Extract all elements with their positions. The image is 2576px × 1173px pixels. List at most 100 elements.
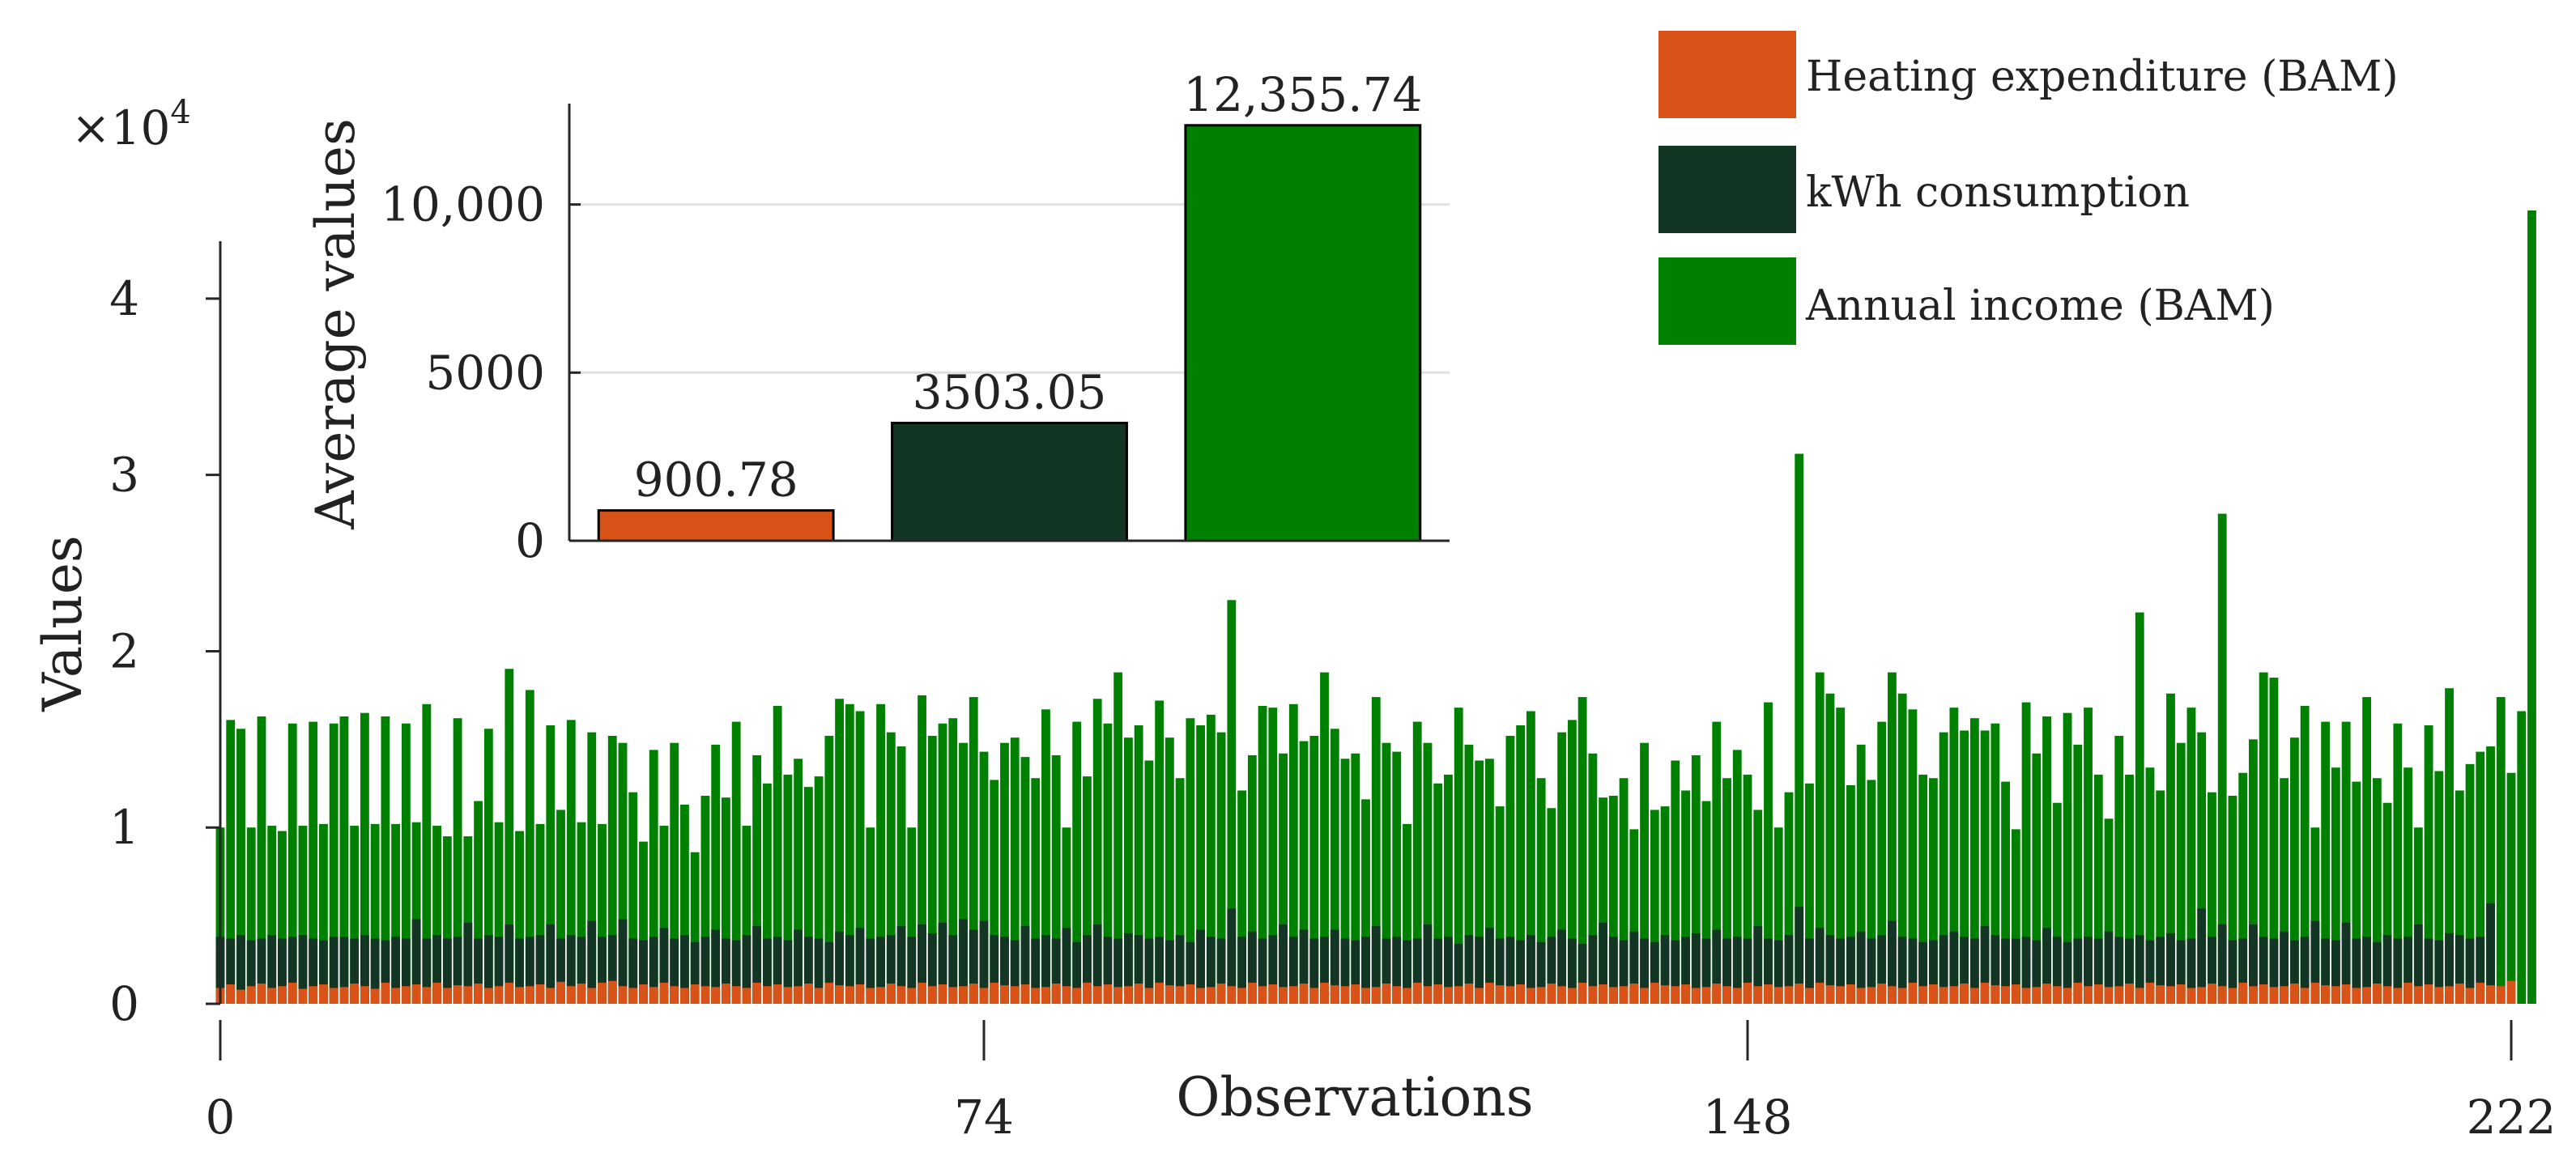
- bar: [1660, 935, 1670, 1004]
- bar: [1216, 983, 1226, 1004]
- bar: [226, 938, 236, 1004]
- bar: [1608, 796, 1618, 1004]
- bar: [2445, 933, 2454, 1004]
- bar: [927, 986, 937, 1004]
- bar: [2269, 987, 2279, 1004]
- bar: [350, 983, 360, 1004]
- bar: [1722, 938, 1731, 1004]
- bar: [2125, 938, 2134, 1004]
- bar: [1464, 744, 1474, 1004]
- bar: [1072, 941, 1082, 1004]
- bar: [938, 984, 947, 1004]
- bar: [2527, 210, 2536, 1004]
- bar: [1382, 742, 1391, 1004]
- bar: [432, 935, 442, 1004]
- bar: [2104, 987, 2114, 1004]
- bar: [824, 941, 834, 1004]
- bar: [474, 983, 483, 1004]
- bar: [690, 941, 700, 1004]
- bar: [2382, 935, 2392, 1004]
- bar: [598, 823, 607, 1004]
- bar: [535, 935, 545, 1004]
- bar: [2114, 735, 2124, 1004]
- bar: [598, 982, 607, 1004]
- inset-chart: 900.78 3503.05 12,355.74 0 5000 10,000 Avera…: [304, 67, 1450, 568]
- bar: [2321, 721, 2331, 1004]
- bar: [381, 982, 390, 1004]
- bar: [1928, 984, 1938, 1004]
- bar: [1330, 929, 1339, 1004]
- bar: [1237, 988, 1246, 1004]
- main-bars: [215, 210, 2536, 1004]
- bar: [1701, 987, 1711, 1004]
- bar: [690, 984, 700, 1004]
- bar: [1371, 697, 1381, 1004]
- bar: [1051, 983, 1061, 1004]
- bar: [2445, 986, 2454, 1004]
- legend-swatch-income: [1658, 257, 1796, 345]
- bar: [1247, 754, 1257, 1004]
- bar: [1650, 810, 1659, 1004]
- bar: [1031, 988, 1041, 1004]
- bar: [1123, 986, 1133, 1004]
- bar: [381, 940, 390, 1004]
- bar: [907, 988, 917, 1004]
- bar: [927, 735, 937, 1004]
- bar: [1732, 988, 1742, 1004]
- bar: [1464, 983, 1474, 1004]
- bar: [607, 935, 617, 1004]
- bar: [1041, 709, 1050, 1004]
- bar: [2310, 920, 2320, 1004]
- bar: [2434, 771, 2444, 1004]
- bar: [298, 826, 308, 1004]
- bar: [309, 986, 318, 1004]
- bar: [1640, 742, 1649, 1004]
- bar: [1237, 790, 1246, 1004]
- bar: [1433, 984, 1443, 1004]
- bar: [876, 937, 885, 1004]
- bar: [1877, 721, 1887, 1004]
- bar: [1340, 986, 1350, 1004]
- y-tick-label: 0: [109, 976, 139, 1031]
- main-y-axis-title: Values: [32, 535, 94, 712]
- bar: [2166, 986, 2175, 1004]
- bar: [1268, 935, 1278, 1004]
- bar: [505, 924, 514, 1004]
- bar: [2238, 982, 2248, 1004]
- bar: [959, 742, 968, 1004]
- bar: [1877, 935, 1887, 1004]
- bar: [1939, 935, 1948, 1004]
- bar: [866, 938, 875, 1004]
- bar: [422, 987, 432, 1004]
- bar: [2011, 829, 2020, 1004]
- bar: [1722, 986, 1731, 1004]
- bar: [1547, 983, 1556, 1004]
- bar: [1495, 806, 1505, 1004]
- bar: [1010, 940, 1020, 1004]
- bar: [1671, 986, 1680, 1004]
- bar: [794, 986, 803, 1004]
- bar: [483, 988, 493, 1004]
- bar: [1557, 929, 1567, 1004]
- bar: [1764, 984, 1773, 1004]
- bar: [298, 988, 308, 1004]
- bar: [2269, 938, 2279, 1004]
- bar: [411, 919, 421, 1004]
- bar: [2393, 988, 2403, 1004]
- bar: [1196, 725, 1206, 1004]
- bar: [938, 723, 947, 1004]
- bar: [835, 985, 845, 1004]
- bar: [2052, 937, 2062, 1004]
- bar: [1557, 732, 1567, 1004]
- bar: [1753, 986, 1763, 1004]
- bar: [2186, 938, 2196, 1004]
- bar: [659, 826, 669, 1004]
- bar: [1918, 774, 1928, 1004]
- legend-swatch-kwh: [1658, 146, 1796, 233]
- bar: [1092, 986, 1102, 1004]
- bar: [1867, 987, 1876, 1004]
- bar: [1258, 938, 1267, 1004]
- bar: [2021, 988, 2031, 1004]
- bar: [2455, 935, 2464, 1004]
